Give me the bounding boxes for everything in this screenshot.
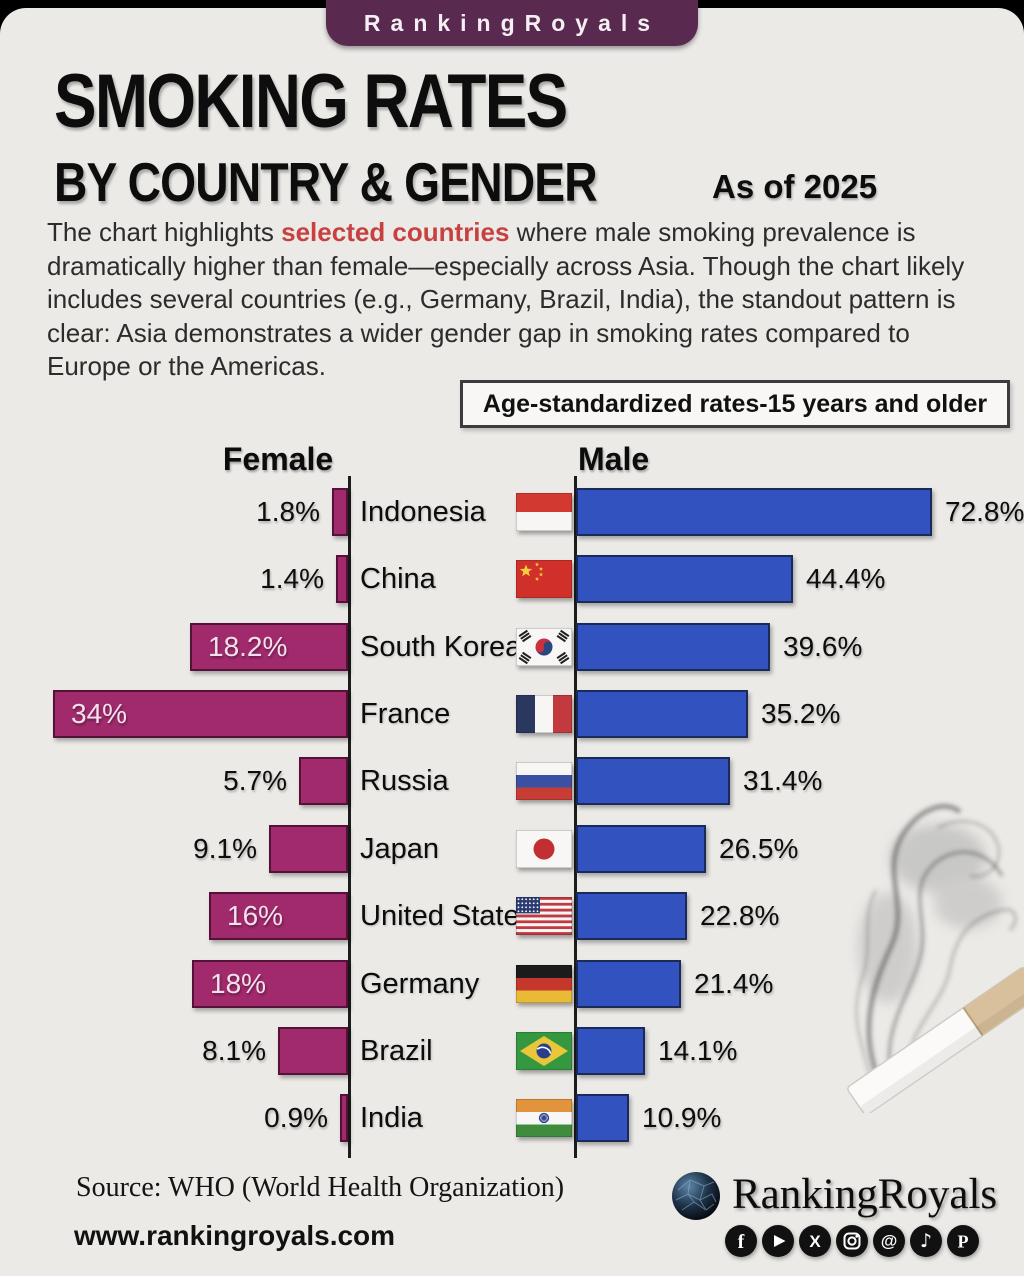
svg-text:♪: ♪	[920, 1230, 932, 1252]
threads-icon[interactable]: @	[872, 1224, 906, 1258]
description-paragraph: The chart highlights selected countries …	[47, 216, 997, 384]
cigarette-icon	[847, 967, 1024, 1113]
page-subtitle: BY COUNTRY & GENDER	[54, 151, 598, 213]
pinterest-icon[interactable]: P	[946, 1224, 980, 1258]
flag-japan-icon	[516, 830, 572, 868]
female-column-header: Female	[222, 441, 334, 477]
country-label-united-states: United States	[360, 900, 535, 932]
cigarette-smoke-art	[847, 803, 1024, 1113]
brand-badge: RankingRoyals	[326, 0, 698, 46]
page-background	[0, 8, 1024, 1276]
male-bar-indonesia	[576, 488, 932, 536]
note-box-label: Age-standardized rates-15 years and olde…	[482, 389, 988, 418]
male-column-header: Male	[578, 441, 650, 477]
flag-indonesia-icon	[516, 493, 572, 531]
male-bar-united-states	[576, 892, 687, 940]
youtube-icon[interactable]	[761, 1224, 795, 1258]
instagram-icon[interactable]	[835, 1224, 869, 1258]
female-value-brazil: 8.1%	[202, 1035, 266, 1066]
svg-text:f: f	[738, 1231, 745, 1253]
tiktok-icon[interactable]: ♪	[909, 1224, 943, 1258]
brand-badge-label: RankingRoyals	[363, 9, 661, 36]
male-bar-brazil	[576, 1027, 645, 1075]
female-bar-russia	[299, 757, 348, 805]
female-value-china: 1.4%	[260, 563, 324, 594]
male-value-brazil: 14.1%	[658, 1035, 738, 1066]
male-value-russia: 31.4%	[743, 765, 823, 796]
description-highlight: selected countries	[281, 217, 510, 247]
country-label-germany: Germany	[360, 968, 480, 1000]
facebook-icon[interactable]: f	[724, 1224, 758, 1258]
male-value-china: 44.4%	[806, 563, 886, 594]
male-bar-japan	[576, 825, 706, 873]
flag-south-korea-icon	[516, 628, 572, 666]
country-label-south-korea: South Korea	[360, 631, 522, 663]
brand-globe-logo	[672, 1172, 720, 1220]
description-after: where male smoking prevalence is dramati…	[47, 217, 965, 382]
female-bar-china	[336, 555, 348, 603]
description-before: The chart highlights	[47, 217, 282, 247]
flag-united-states-icon	[516, 897, 572, 935]
note-box: Age-standardized rates-15 years and olde…	[460, 380, 1010, 428]
male-axis-line	[574, 476, 577, 1158]
svg-text:P: P	[958, 1232, 969, 1252]
female-value-france: 34%	[71, 698, 128, 729]
female-value-germany: 18%	[210, 968, 267, 999]
svg-text:X: X	[809, 1232, 821, 1251]
country-label-china: China	[360, 563, 436, 595]
female-value-united-states: 16%	[227, 900, 284, 931]
female-value-japan: 9.1%	[193, 833, 257, 864]
female-axis-line	[348, 476, 351, 1158]
country-label-brazil: Brazil	[360, 1035, 433, 1067]
female-bar-japan	[269, 825, 348, 873]
male-bar-germany	[576, 960, 681, 1008]
social-icons-row: f X @ ♪ P	[724, 1224, 980, 1258]
female-bar-france	[53, 690, 348, 738]
page-title: SMOKING RATES	[54, 59, 568, 144]
male-bar-south-korea	[576, 623, 770, 671]
female-value-russia: 5.7%	[223, 765, 287, 796]
flag-india-icon	[516, 1099, 572, 1137]
female-value-indonesia: 1.8%	[256, 496, 320, 527]
female-bar-germany	[192, 960, 348, 1008]
country-label-india: India	[360, 1102, 423, 1134]
female-bar-brazil	[278, 1027, 348, 1075]
source-text: Source: WHO (World Health Organization)	[76, 1172, 565, 1203]
svg-text:@: @	[881, 1232, 898, 1251]
female-value-india: 0.9%	[264, 1102, 328, 1133]
country-label-japan: Japan	[360, 833, 440, 865]
flag-brazil-icon	[516, 1032, 572, 1070]
flag-germany-icon	[516, 965, 572, 1003]
female-bar-indonesia	[332, 488, 348, 536]
male-value-india: 10.9%	[642, 1102, 722, 1133]
male-value-germany: 21.4%	[694, 968, 774, 999]
male-value-japan: 26.5%	[719, 833, 799, 864]
country-label-russia: Russia	[360, 765, 449, 797]
male-value-united-states: 22.8%	[700, 900, 780, 931]
flag-france-icon	[516, 695, 572, 733]
country-label-france: France	[360, 698, 451, 730]
flag-russia-icon	[516, 762, 572, 800]
x-icon[interactable]: X	[798, 1224, 832, 1258]
male-value-france: 35.2%	[761, 698, 841, 729]
male-bar-china	[576, 555, 793, 603]
male-value-south-korea: 39.6%	[783, 631, 863, 662]
country-label-indonesia: Indonesia	[360, 496, 486, 528]
male-value-indonesia: 72.8%	[945, 496, 1024, 527]
female-bar-india	[340, 1094, 348, 1142]
female-bar-united-states	[209, 892, 348, 940]
website-link[interactable]: www.rankingroyals.com	[74, 1220, 396, 1251]
female-bar-south-korea	[190, 623, 348, 671]
male-bar-france	[576, 690, 748, 738]
female-value-south-korea: 18.2%	[208, 631, 288, 662]
brand-name: RankingRoyals	[732, 1171, 998, 1218]
male-bar-india	[576, 1094, 629, 1142]
flag-china-icon	[516, 560, 572, 598]
as-of-date: As of 2025	[712, 168, 878, 205]
male-bar-russia	[576, 757, 730, 805]
